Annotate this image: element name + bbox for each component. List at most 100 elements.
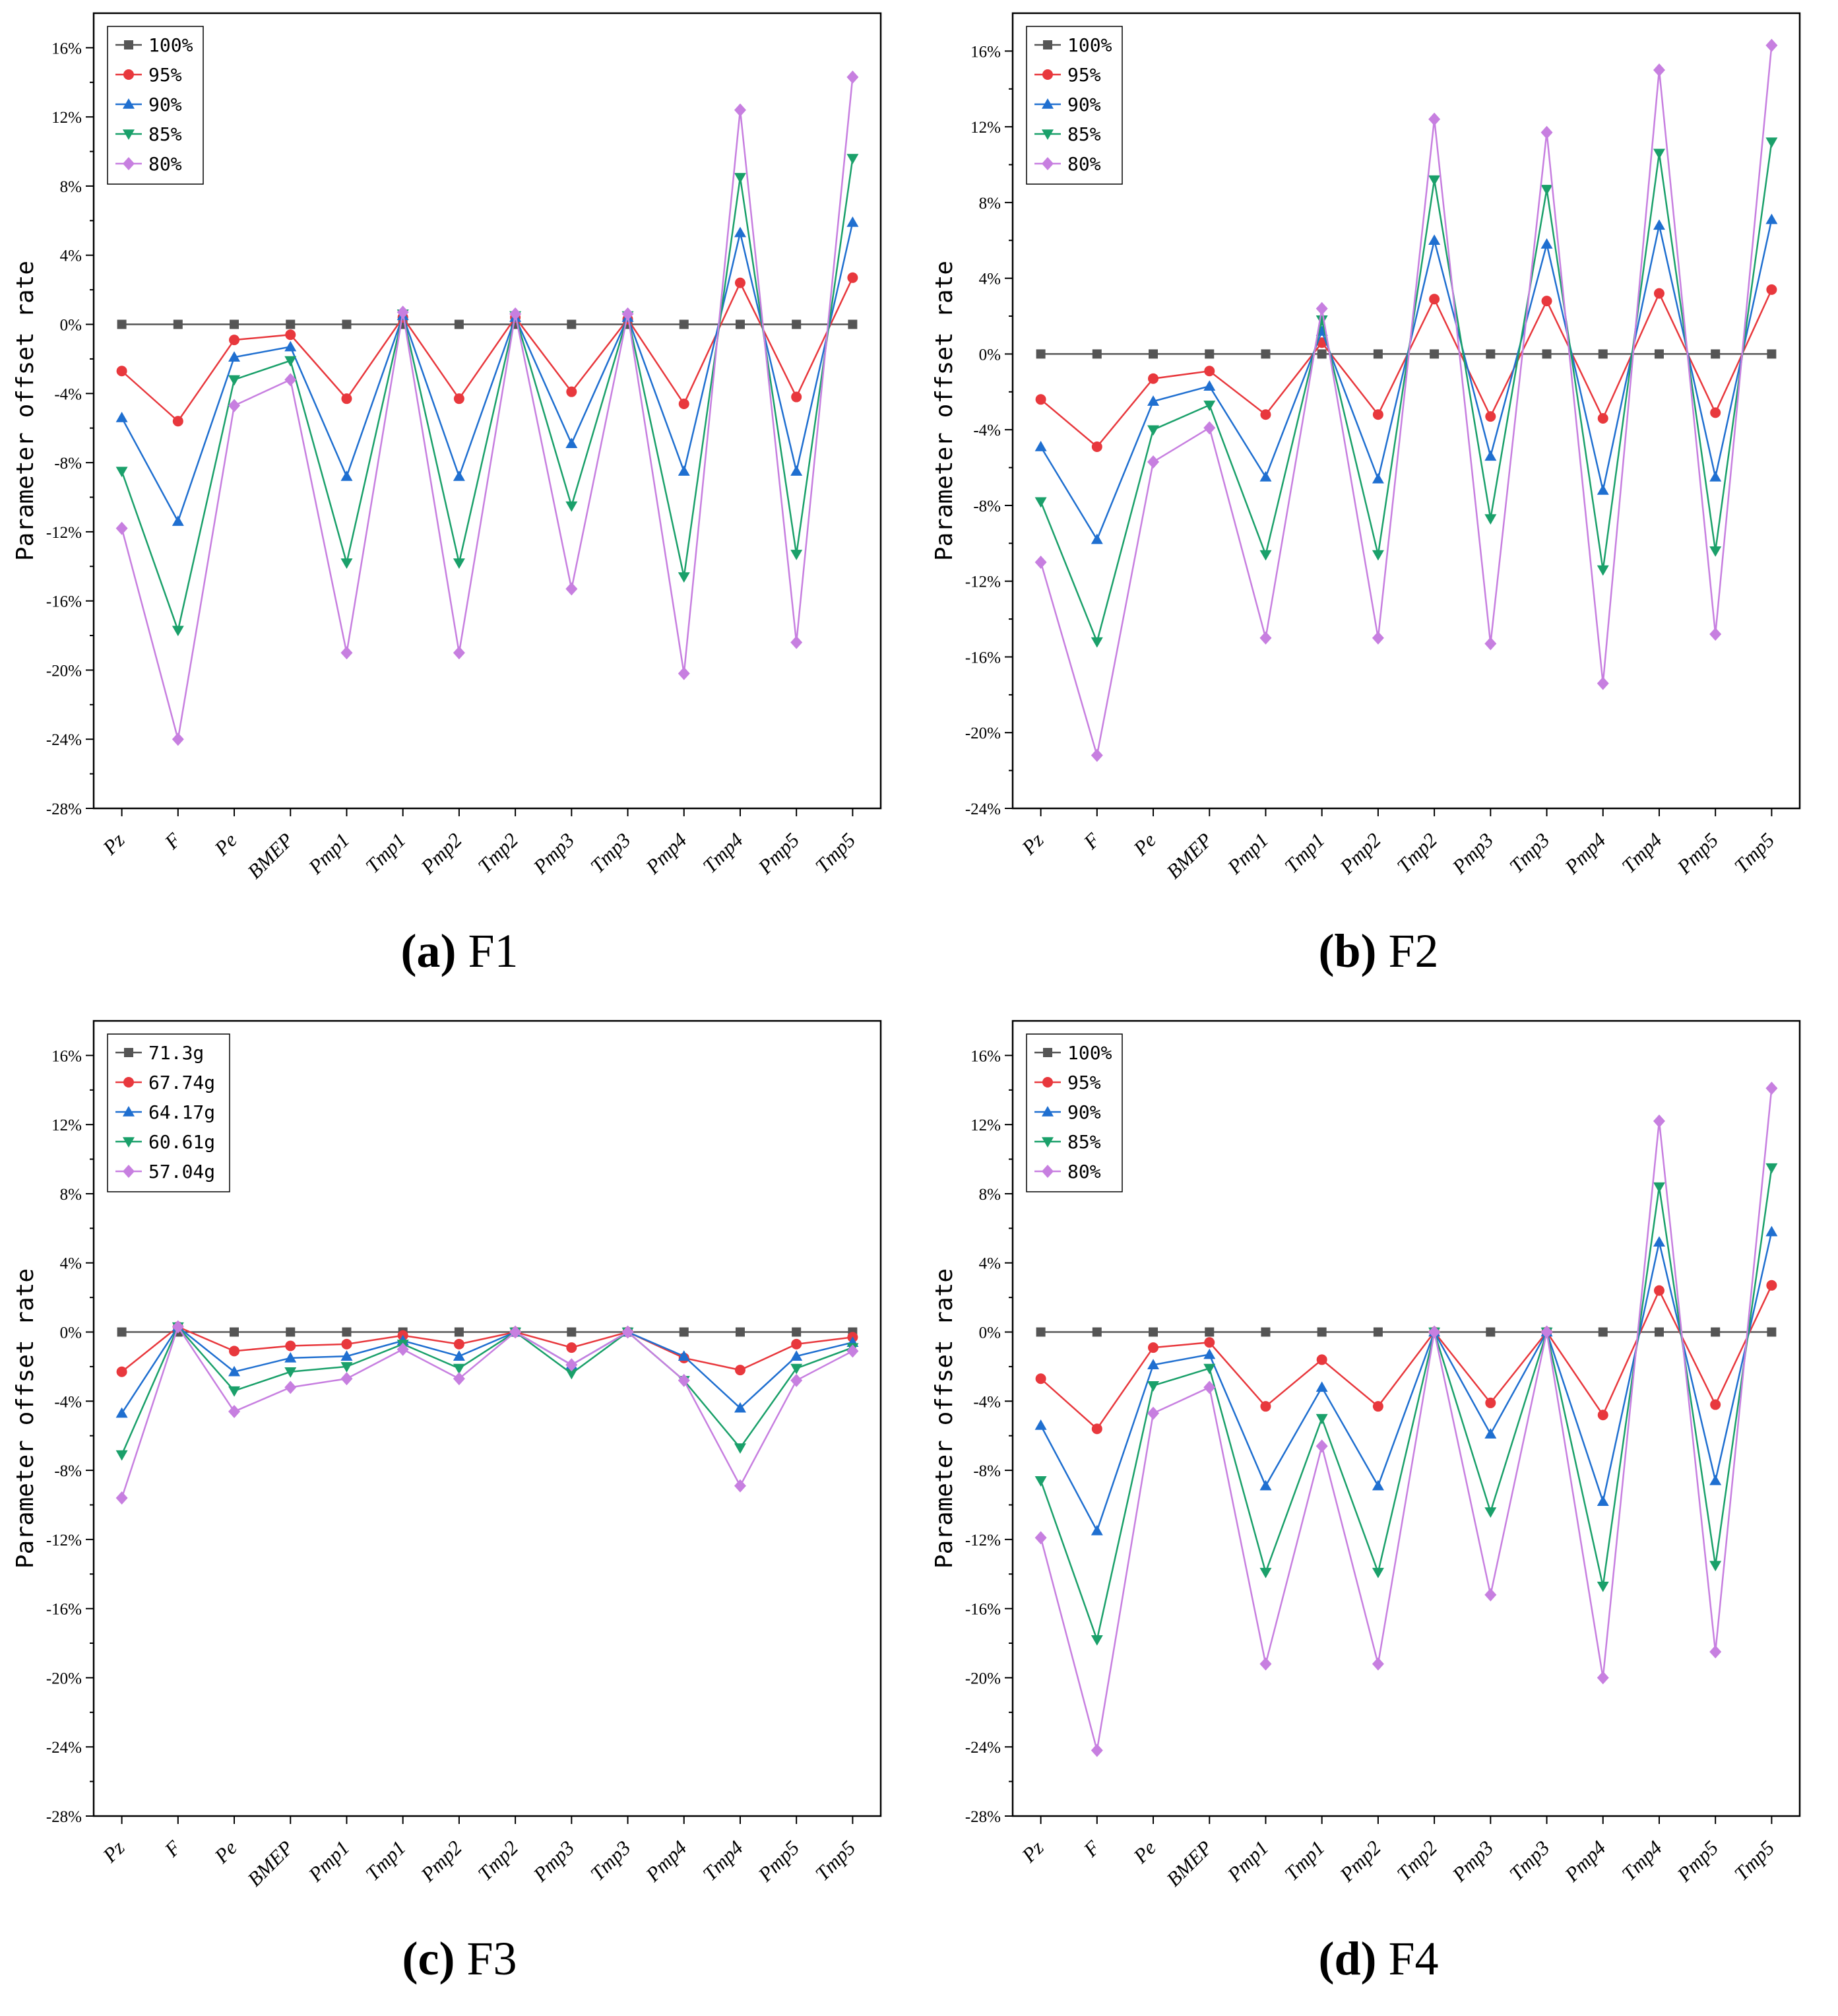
y-tick-label: -24% bbox=[965, 800, 1001, 818]
data-point bbox=[1036, 349, 1046, 359]
legend-label: 71.3g bbox=[148, 1042, 204, 1064]
legend-label: 95% bbox=[1067, 64, 1101, 86]
legend-label: 85% bbox=[1067, 1131, 1101, 1153]
x-tick-label: Pmp5 bbox=[1672, 1836, 1723, 1887]
y-tick-label: 12% bbox=[51, 109, 82, 127]
data-point bbox=[453, 1363, 465, 1375]
data-point bbox=[340, 1362, 353, 1373]
data-point bbox=[1597, 1671, 1609, 1685]
data-point bbox=[341, 393, 352, 405]
data-point bbox=[1428, 112, 1441, 126]
data-point bbox=[1147, 395, 1160, 406]
y-tick-label: -20% bbox=[46, 662, 82, 680]
data-point bbox=[453, 1372, 465, 1386]
data-point bbox=[1597, 484, 1609, 495]
caption-b-text: F2 bbox=[1388, 925, 1439, 977]
series-line bbox=[121, 1325, 853, 1456]
series-line bbox=[1040, 1088, 1773, 1751]
data-point bbox=[172, 515, 184, 526]
data-point bbox=[1372, 1479, 1384, 1491]
y-tick-label: 8% bbox=[60, 1186, 82, 1204]
data-point bbox=[172, 732, 184, 746]
data-point bbox=[1653, 1114, 1665, 1128]
data-point bbox=[1597, 1410, 1608, 1421]
y-tick-label: -16% bbox=[46, 593, 82, 611]
legend-marker bbox=[1042, 1106, 1054, 1117]
y-tick-label: -12% bbox=[46, 524, 82, 542]
panel-b: 16% 12% 8% 4% 0% -4% -8% -12% -16% -20% -24% Pz F Pe B… bbox=[919, 0, 1838, 1008]
data-point bbox=[1148, 373, 1159, 384]
data-point bbox=[846, 70, 859, 84]
y-tick-label: -16% bbox=[965, 1601, 1001, 1619]
data-point bbox=[1653, 1182, 1665, 1193]
legend-label: 90% bbox=[1067, 1101, 1101, 1123]
x-tick-label: Pmp1 bbox=[1222, 1836, 1273, 1887]
legend-marker bbox=[124, 1048, 133, 1057]
data-point bbox=[1372, 472, 1384, 484]
x-tick-label: Pmp1 bbox=[303, 828, 354, 879]
legend-label: 67.74g bbox=[148, 1072, 215, 1093]
data-point bbox=[790, 465, 803, 476]
legend-label: 100% bbox=[1067, 1042, 1112, 1064]
data-point bbox=[734, 1443, 746, 1454]
data-point bbox=[1765, 1082, 1778, 1095]
x-tick-label: Tmp3 bbox=[1505, 1836, 1554, 1885]
data-point bbox=[565, 1369, 578, 1380]
data-point bbox=[1260, 1401, 1271, 1412]
data-point bbox=[1653, 288, 1664, 299]
y-tick-label: -12% bbox=[46, 1532, 82, 1549]
chart-b: 16% 12% 8% 4% 0% -4% -8% -12% -16% -20% -24% Pz F Pe B… bbox=[931, 12, 1801, 883]
data-point bbox=[1428, 175, 1441, 186]
x-tick-label: Pmp3 bbox=[528, 1836, 579, 1887]
data-point bbox=[1261, 349, 1271, 359]
data-point bbox=[1767, 349, 1777, 359]
x-tick-label: Tmp4 bbox=[1617, 1836, 1666, 1885]
data-point bbox=[1092, 1327, 1102, 1337]
y-tick-label: -28% bbox=[46, 800, 82, 818]
data-point bbox=[284, 341, 297, 352]
data-point bbox=[1203, 1348, 1216, 1359]
data-point bbox=[846, 1344, 859, 1358]
data-point bbox=[1428, 234, 1441, 245]
data-point bbox=[1147, 1406, 1160, 1420]
data-point bbox=[342, 319, 352, 329]
data-point bbox=[228, 351, 241, 362]
data-point bbox=[1259, 1657, 1272, 1671]
x-tick-label: Tmp2 bbox=[1392, 828, 1442, 878]
data-point bbox=[1484, 450, 1497, 461]
data-point bbox=[1091, 1423, 1102, 1435]
data-point bbox=[1315, 1381, 1328, 1392]
data-point bbox=[1034, 556, 1047, 569]
caption-b-letter: (b) bbox=[1318, 925, 1377, 977]
y-tick-label: 8% bbox=[60, 178, 82, 196]
caption-d-letter: (d) bbox=[1318, 1932, 1377, 1985]
data-point bbox=[1540, 185, 1553, 195]
data-point bbox=[228, 1365, 241, 1377]
caption-c: (c) F3 bbox=[0, 1932, 919, 1986]
y-tick-label: 16% bbox=[51, 40, 82, 57]
data-point bbox=[1766, 284, 1777, 295]
x-tick-label: Tmp3 bbox=[586, 1836, 635, 1885]
caption-d: (d) F4 bbox=[919, 1932, 1838, 1986]
data-point bbox=[1597, 1495, 1609, 1506]
data-point bbox=[115, 1450, 128, 1461]
y-tick-label: -4% bbox=[973, 422, 1001, 439]
data-point bbox=[734, 226, 746, 238]
data-point bbox=[678, 1373, 690, 1387]
x-tick-label: Pe bbox=[209, 1836, 241, 1868]
data-point bbox=[1315, 315, 1328, 326]
data-point bbox=[228, 1405, 241, 1419]
legend-box bbox=[1026, 1033, 1123, 1192]
data-point bbox=[1765, 1225, 1778, 1237]
data-point bbox=[1484, 1588, 1497, 1602]
x-tick-label: Tmp4 bbox=[698, 828, 747, 878]
data-point bbox=[1711, 1327, 1721, 1337]
caption-a-letter: (a) bbox=[400, 925, 457, 977]
y-tick-label: -8% bbox=[54, 455, 82, 472]
legend-label: 100% bbox=[148, 34, 193, 56]
data-point bbox=[453, 646, 465, 660]
chart-d: 16% 12% 8% 4% 0% -4% -8% -12% -16% -20% -24% -28% Pz… bbox=[931, 1020, 1801, 1891]
legend-marker bbox=[1042, 1077, 1053, 1088]
data-point bbox=[1372, 1401, 1383, 1412]
data-point bbox=[1204, 1337, 1215, 1348]
